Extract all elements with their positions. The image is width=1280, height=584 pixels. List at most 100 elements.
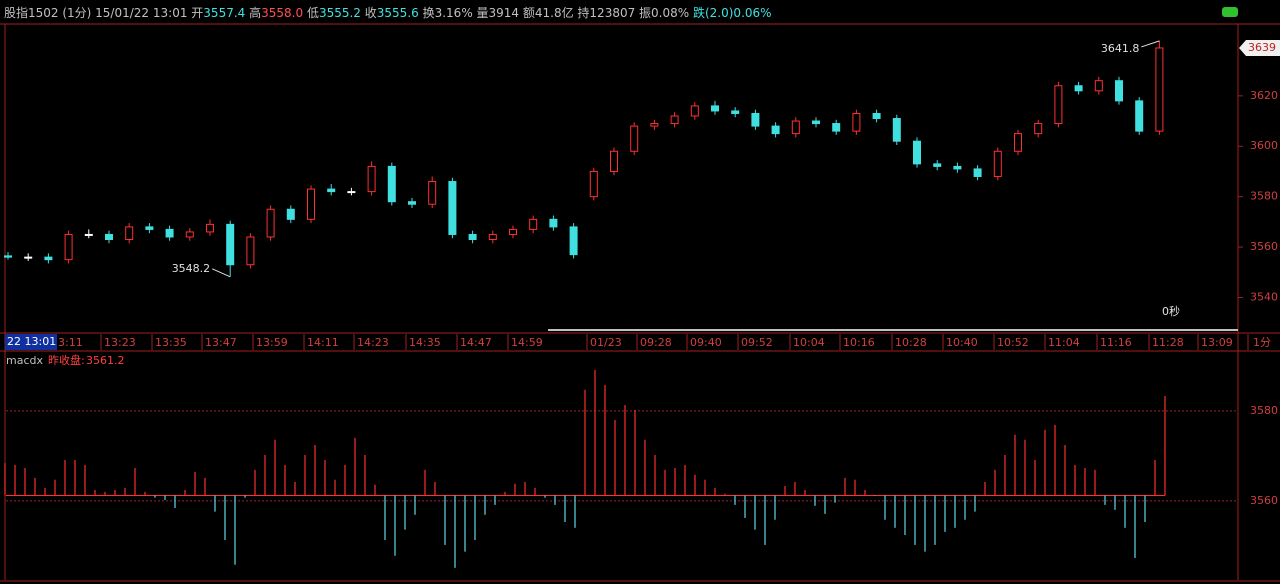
candle-body xyxy=(84,233,93,236)
candle-body xyxy=(852,112,861,132)
candle-body xyxy=(105,233,113,240)
x-tick-label: 10:40 xyxy=(946,336,978,349)
candle-body xyxy=(44,256,53,261)
x-tick-label: 09:28 xyxy=(640,336,672,349)
header: 股指1502 (1分) 15/01/22 13:01 开3557.4 高3558… xyxy=(4,4,772,21)
candle-body xyxy=(549,218,558,228)
baseline-value: 3561.2 xyxy=(86,354,125,367)
header-item: 3557.4 xyxy=(203,6,246,20)
x-tick-label: 10:16 xyxy=(843,336,875,349)
x-tick-label: 13:23 xyxy=(104,336,136,349)
candle-body xyxy=(367,165,376,193)
annotation: 3548.2 xyxy=(172,262,211,275)
annotation-line xyxy=(1141,40,1160,48)
x-tick-label: 14:11 xyxy=(307,336,339,349)
y-tick-label: 3580 xyxy=(1250,190,1278,203)
candle-body xyxy=(1155,47,1164,132)
header-item: 3555.6 xyxy=(376,6,419,20)
x-tick-label: 13:35 xyxy=(155,336,187,349)
candle-body xyxy=(630,125,639,152)
annotation-line xyxy=(211,268,231,278)
baseline-label: 昨收盘: xyxy=(48,353,85,367)
candle-body xyxy=(711,105,719,112)
candle-body xyxy=(771,125,780,135)
x-tick-label: 14:47 xyxy=(460,336,492,349)
x-tick-label: 13:59 xyxy=(256,336,288,349)
active-time: 22 13:01 xyxy=(7,335,56,348)
candle-body xyxy=(791,120,800,135)
candle-body xyxy=(286,208,295,220)
x-tick-label: 14:35 xyxy=(409,336,441,349)
header-item: 收 xyxy=(360,6,377,20)
header-item: 高 xyxy=(245,6,262,20)
x-tick-label: 11:16 xyxy=(1100,336,1132,349)
candle-body xyxy=(327,188,336,193)
candle-body xyxy=(933,163,942,167)
header-item: 低 xyxy=(303,6,319,20)
candle-body xyxy=(4,255,12,258)
y-tick-label: 3600 xyxy=(1250,139,1278,152)
candle-body xyxy=(24,256,33,259)
y-tick-label: 3580 xyxy=(1250,404,1278,417)
candle-body xyxy=(751,112,760,127)
active-time-box xyxy=(5,334,57,350)
candle-body xyxy=(125,226,134,240)
candle-body xyxy=(731,110,740,114)
header-item: 跌(2.0)0.06% xyxy=(692,6,772,20)
annotation: 3641.8 xyxy=(1101,42,1140,55)
candle-body xyxy=(387,165,396,203)
y-tick-label: 3560 xyxy=(1250,494,1278,507)
header-item: 股指1502 (1分) 15/01/22 13:01 xyxy=(4,6,192,20)
x-tick-label: 13:11 xyxy=(51,336,83,349)
x-tick-label: 14:59 xyxy=(511,336,543,349)
candle-body xyxy=(812,120,820,125)
header-item: 3555.2 xyxy=(318,6,361,20)
candle-body xyxy=(690,105,699,117)
y-tick-label: 3620 xyxy=(1250,89,1278,102)
price-marker xyxy=(1239,39,1280,56)
current-price: 3639 xyxy=(1248,41,1276,54)
candle-body xyxy=(1054,85,1063,125)
x-tick-label: 11:04 xyxy=(1048,336,1080,349)
candle-body xyxy=(1135,100,1144,132)
candle-body xyxy=(973,168,982,177)
candle-body xyxy=(185,231,194,238)
x-tick-label: 09:52 xyxy=(741,336,773,349)
header-item: 换3.16% 量3914 额41.8亿 持123807 振0.08% xyxy=(418,6,693,20)
pane-title: macdx xyxy=(6,354,43,367)
x-tick-label: 10:04 xyxy=(793,336,825,349)
x-tick-label: 13:47 xyxy=(205,336,237,349)
candle-body xyxy=(347,191,356,194)
candle-body xyxy=(993,150,1002,177)
candle-body xyxy=(670,115,679,125)
candle-body xyxy=(509,228,517,235)
x-tick-label: 10:52 xyxy=(997,336,1029,349)
candle-body xyxy=(206,223,214,233)
candle-body xyxy=(610,150,618,172)
status-text: 0秒 xyxy=(1162,304,1180,318)
candle-body xyxy=(266,208,275,238)
candle-body xyxy=(589,170,598,198)
candle-body xyxy=(468,233,477,240)
candle-body xyxy=(246,236,255,266)
candle-body xyxy=(226,223,235,266)
candle-body xyxy=(913,140,921,165)
candle-body xyxy=(408,201,416,205)
x-tick-label: 10:28 xyxy=(895,336,927,349)
candle-body xyxy=(1074,85,1083,92)
candle-body xyxy=(448,181,457,235)
candle-body xyxy=(165,228,174,238)
x-tick-label: 14:23 xyxy=(357,336,389,349)
header-item: 开 xyxy=(191,6,204,20)
candle-body xyxy=(1115,80,1123,102)
period-label: 1分 xyxy=(1253,336,1271,349)
x-tick-label: 01/23 xyxy=(590,336,622,349)
candle-body xyxy=(145,226,154,230)
y-tick-label: 3540 xyxy=(1250,290,1278,303)
x-tick-label: 09:40 xyxy=(690,336,722,349)
candle-body xyxy=(428,181,437,205)
candle-body xyxy=(569,226,578,256)
header-item: 3558.0 xyxy=(261,6,304,20)
